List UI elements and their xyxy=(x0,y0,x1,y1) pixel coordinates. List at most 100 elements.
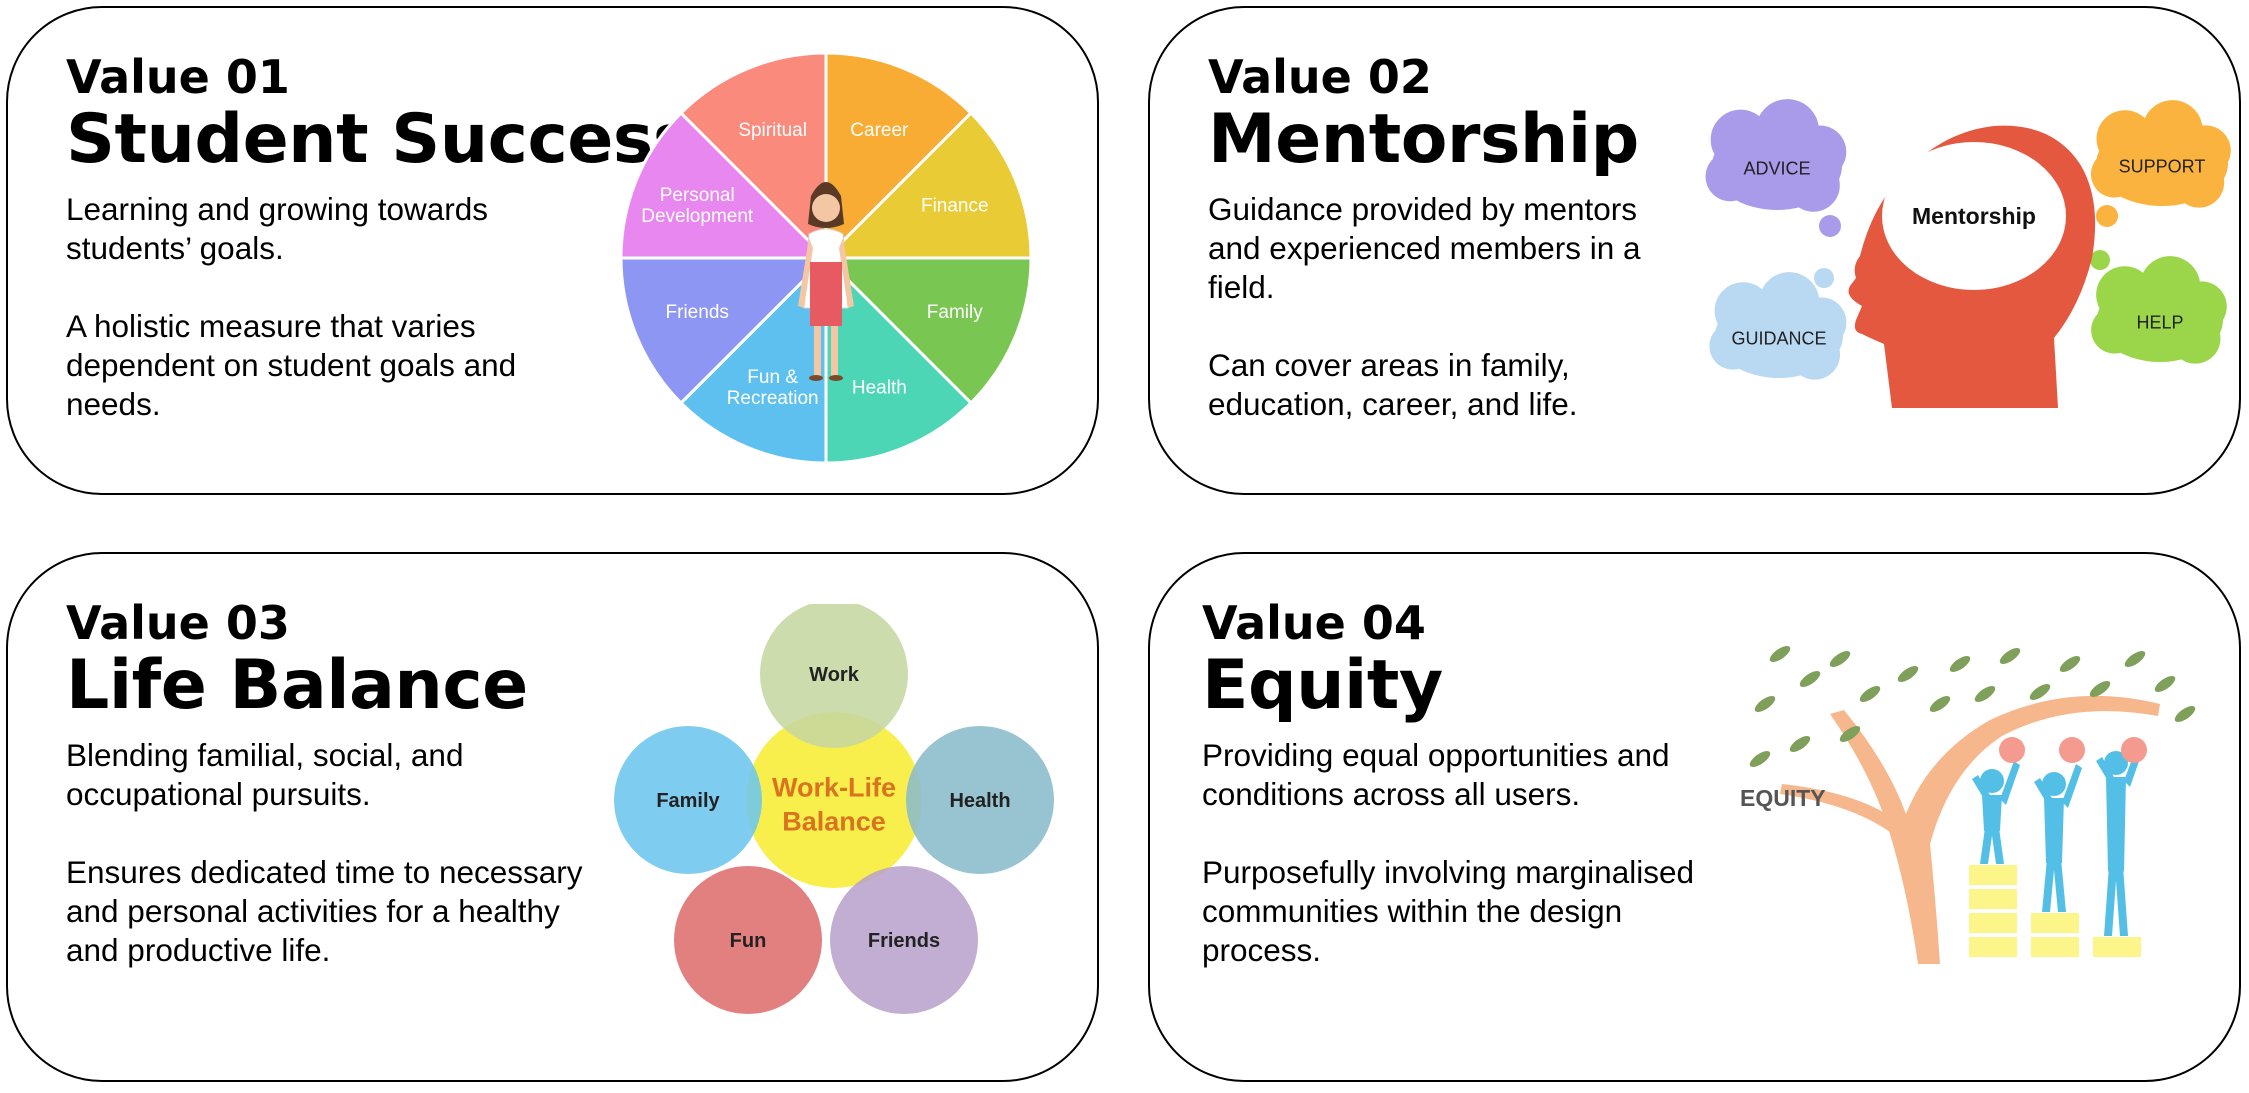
support-box xyxy=(2091,935,2143,959)
balance-circle-label: Fun xyxy=(730,930,767,952)
wheel-segment xyxy=(619,256,830,406)
tree-fruit xyxy=(2121,737,2147,763)
tree-leaf xyxy=(1839,725,1861,743)
tree-trunk xyxy=(1830,695,2160,964)
wheel-segment-label: Spiritual xyxy=(738,120,807,141)
description-paragraph: Purposefully involving marginalised comm… xyxy=(1202,854,1695,968)
balance-circle-label: Work xyxy=(809,664,860,686)
person-figure xyxy=(1972,761,2020,864)
value-card-life-balance: Value 03 Life Balance Blending familial,… xyxy=(6,552,1099,1082)
balance-circle xyxy=(906,726,1054,874)
balance-center-circle xyxy=(746,712,922,888)
head-bubble xyxy=(1882,142,2066,290)
support-box xyxy=(2029,911,2081,935)
tree-leaf xyxy=(1749,750,1771,768)
description-paragraph: Ensures dedicated time to necessary and … xyxy=(66,854,583,968)
wheel-segment xyxy=(824,254,974,465)
support-box xyxy=(2029,935,2081,959)
tree-leaf xyxy=(2124,650,2146,668)
wheel-segment xyxy=(822,256,1033,406)
tree-leaf xyxy=(1859,685,1881,703)
wheel-segment-label: Finance xyxy=(921,195,989,216)
illustration-svg: Work Family Health Fun Friends Work-Life Balan… xyxy=(614,600,1054,1014)
tree-leaf xyxy=(2089,680,2111,698)
wheel-segment-label: Health xyxy=(852,377,907,398)
support-box xyxy=(1967,911,2019,935)
tree-leaf xyxy=(2059,655,2081,673)
value-title: Equity xyxy=(1202,646,1443,725)
value-description: Learning and growing towards students’ g… xyxy=(66,190,586,424)
balance-circle-label: Family xyxy=(656,790,720,812)
tree-leaf xyxy=(1897,665,1919,683)
wheel-segment xyxy=(678,51,828,262)
wheel-segment-label: Personal Development xyxy=(641,185,754,227)
value-description: Blending familial, social, and occupatio… xyxy=(66,736,586,970)
thought-cloud xyxy=(1709,272,1847,380)
wheel-segment xyxy=(678,254,828,465)
value-number: Value 04 xyxy=(1202,596,1426,650)
wheel-segment-label: Friends xyxy=(666,302,729,323)
description-paragraph: Providing equal opportunities and condit… xyxy=(1202,737,1670,812)
cloud-label: GUIDANCE xyxy=(1731,328,1826,348)
person-figure xyxy=(2034,764,2082,912)
wheel-segment-label: Career xyxy=(850,120,909,141)
student-figure xyxy=(798,182,854,381)
tree-leaf xyxy=(1769,645,1791,663)
tree-leaf xyxy=(2174,705,2196,723)
value-title: Student Success xyxy=(66,100,693,179)
tree-fruit xyxy=(2059,737,2085,763)
tree-leaf xyxy=(1929,695,1951,713)
thought-dot xyxy=(2096,205,2118,227)
card-text: Value 04 Equity Providing equal opportun… xyxy=(1202,600,1742,970)
tree-leaf xyxy=(1829,650,1851,668)
value-card-equity: Value 04 Equity Providing equal opportun… xyxy=(1148,552,2241,1082)
illustration-svg: Career Finance Family Health Fun & Recreation… xyxy=(619,51,1033,465)
card-text: Value 02 Mentorship Guidance provided by… xyxy=(1208,54,1678,424)
value-title: Life Balance xyxy=(66,646,528,725)
wheel-segment-label: Fun & Recreation xyxy=(727,367,819,409)
equity-label: EQUITY xyxy=(1740,785,1826,811)
thought-cloud xyxy=(1705,99,1847,212)
support-box xyxy=(1967,935,2019,959)
tree-branch xyxy=(1780,784,1896,832)
wheel-segment xyxy=(824,51,974,262)
wheel-segment-label: Family xyxy=(927,302,983,323)
thought-cloud xyxy=(2091,256,2227,364)
tree-leaf xyxy=(1799,670,1821,688)
value-description: Guidance provided by mentors and experie… xyxy=(1208,190,1678,424)
value-title: Mentorship xyxy=(1208,100,1639,179)
life-wheel-illustration: Career Finance Family Health Fun & Recreation… xyxy=(606,48,1046,488)
tree-leaf xyxy=(1754,695,1776,713)
value-card-mentorship: Value 02 Mentorship Guidance provided by… xyxy=(1148,6,2241,495)
head-label: Mentorship xyxy=(1912,203,2036,229)
cloud-label: ADVICE xyxy=(1743,158,1810,178)
illustration-svg: EQUITY xyxy=(1740,645,2196,964)
balance-circle xyxy=(674,866,822,1014)
life-balance-venn-illustration: Work Family Health Fun Friends Work-Life Balan… xyxy=(606,600,1066,1044)
description-paragraph: A holistic measure that varies dependent… xyxy=(66,308,517,422)
thought-dot xyxy=(1814,268,1834,288)
value-card-student-success: Value 01 Student Success Learning and gr… xyxy=(6,6,1099,495)
mentorship-illustration: ADVICE SUPPORT GUIDANCE HELP Mentorship xyxy=(1702,88,2242,428)
tree-leaf xyxy=(1949,655,1971,673)
description-paragraph: Guidance provided by mentors and experie… xyxy=(1208,191,1641,305)
person-figure xyxy=(2096,743,2144,936)
cloud-label: HELP xyxy=(2136,312,2183,332)
tree-leaf xyxy=(1974,685,1996,703)
balance-circle-label: Friends xyxy=(868,930,940,952)
tree-leaf xyxy=(1789,735,1811,753)
card-text: Value 03 Life Balance Blending familial,… xyxy=(66,600,586,970)
tree-leaf xyxy=(1999,647,2021,665)
thought-cloud xyxy=(2090,100,2231,208)
balance-circle xyxy=(614,726,762,874)
card-text: Value 01 Student Success Learning and gr… xyxy=(66,54,693,424)
support-box xyxy=(1967,863,2019,887)
wheel-segment xyxy=(619,110,830,260)
tree-leaf xyxy=(2154,675,2176,693)
description-paragraph: Can cover areas in family, education, ca… xyxy=(1208,347,1578,422)
tree-fruit xyxy=(1999,737,2025,763)
wheel-segment xyxy=(822,110,1033,260)
thought-dot xyxy=(2090,250,2110,270)
cloud-label: SUPPORT xyxy=(2119,156,2206,176)
equity-illustration: EQUITY xyxy=(1740,634,2210,974)
